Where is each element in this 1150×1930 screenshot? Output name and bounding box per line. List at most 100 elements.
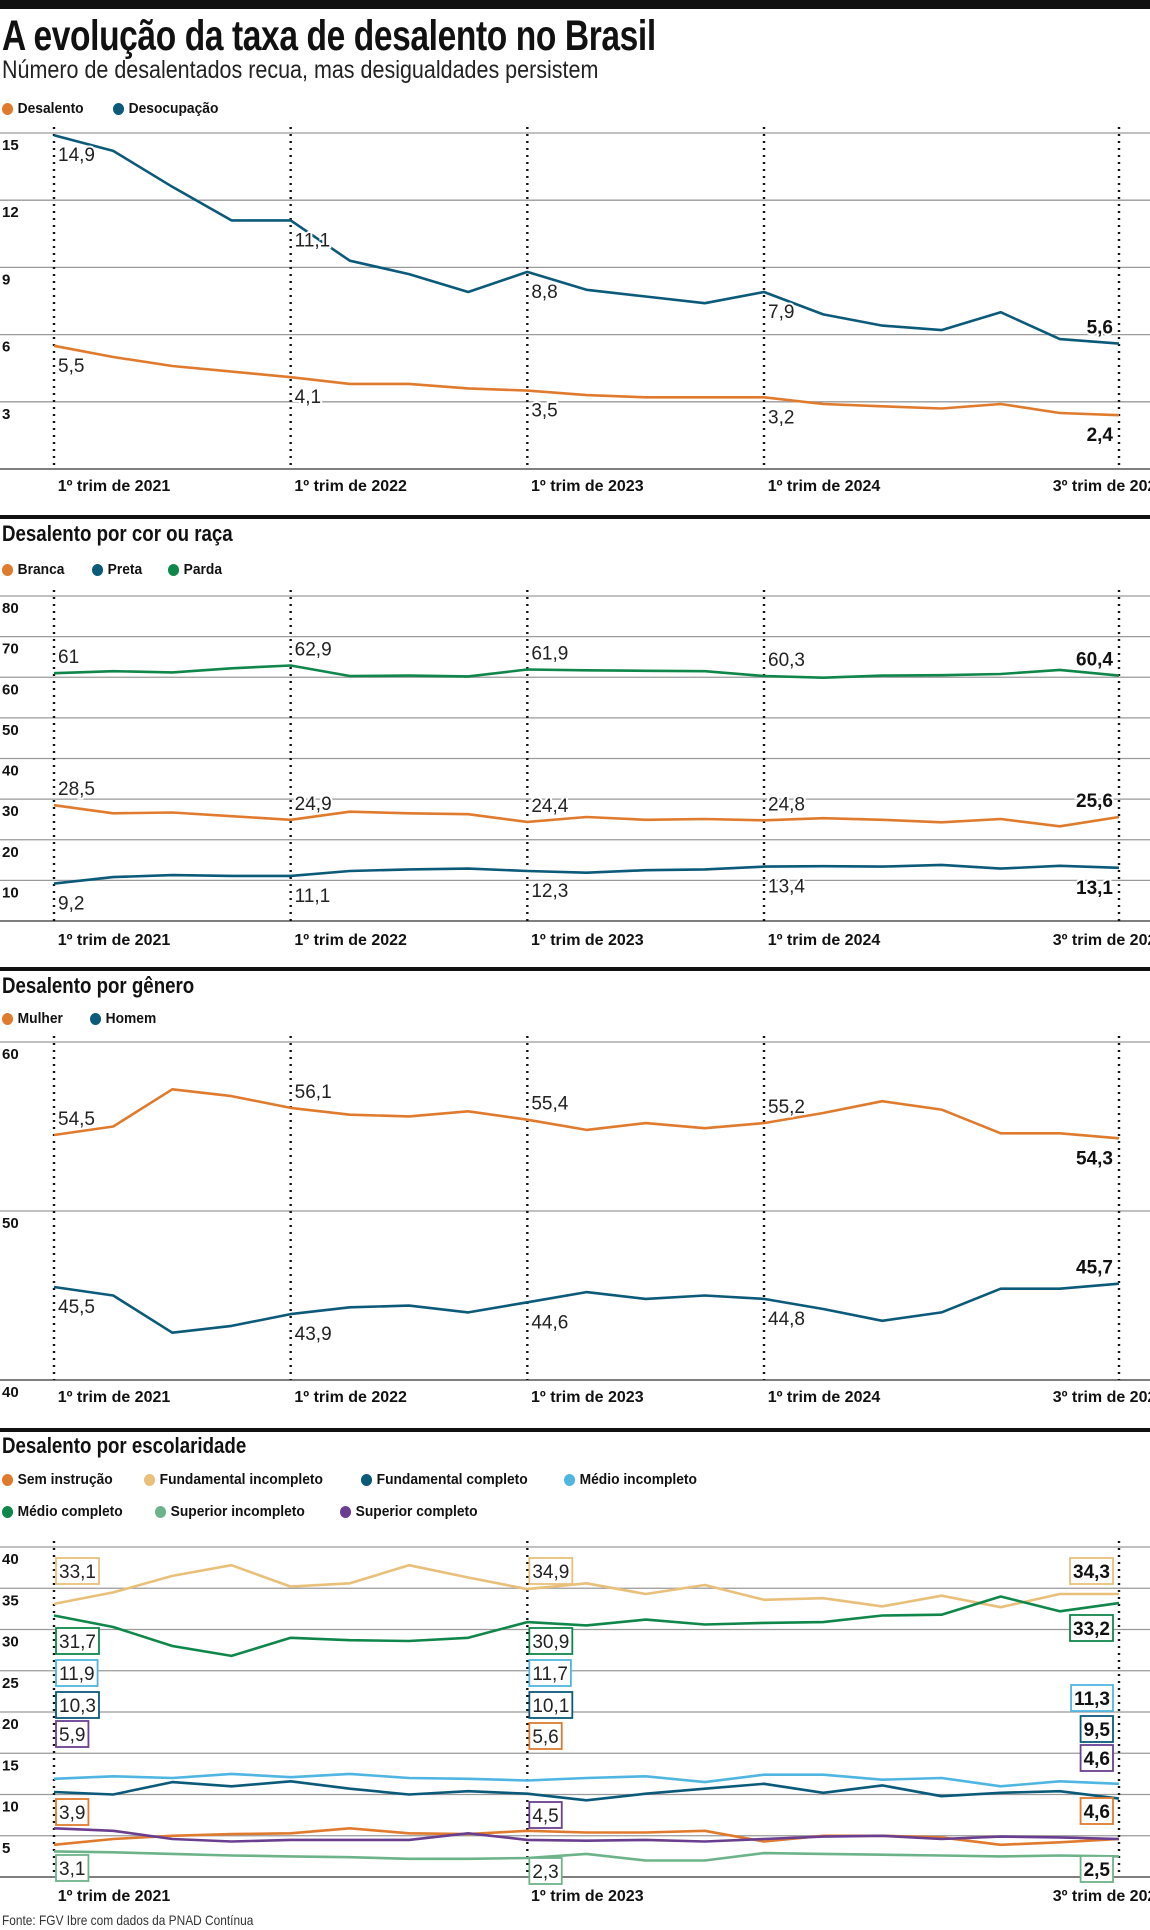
x-tick-label: 1º trim de 2022 (294, 932, 407, 949)
y-tick-label: 15 (2, 137, 19, 154)
green-dot-icon (2, 1505, 14, 1518)
data-label: 11,1 (295, 230, 331, 251)
legend-item: Médio completo (2, 1503, 123, 1520)
data-label: 54,5 (58, 1109, 95, 1130)
data-label: 31,7 (59, 1632, 96, 1653)
y-tick-label: 70 (2, 641, 19, 658)
data-label: 3,2 (768, 407, 794, 428)
data-label: 11,1 (295, 886, 331, 907)
legend-chart-4-row-2: Médio completo Superior incompleto Super… (2, 1503, 512, 1520)
series-line-superior-completo (53, 1827, 1120, 1843)
y-tick-label: 5 (2, 1840, 10, 1857)
data-label: 9,5 (1084, 1720, 1111, 1741)
x-tick-label: 1º trim de 2023 (531, 478, 644, 495)
y-tick-label: 40 (2, 1551, 19, 1568)
legend-label: Preta (107, 561, 143, 578)
x-tick-label: 3º trim de 2025 (1053, 1888, 1150, 1905)
legend-label: Médio incompleto (579, 1471, 698, 1488)
x-tick-label: 1º trim de 2021 (58, 478, 171, 495)
data-label: 62,9 (295, 639, 332, 660)
orange-dot-icon (2, 1012, 14, 1025)
x-tick-label: 1º trim de 2021 (58, 1389, 171, 1406)
x-tick-label: 1º trim de 2024 (768, 478, 881, 495)
y-tick-label: 40 (2, 1384, 19, 1401)
x-tick-label: 1º trim de 2021 (58, 1888, 171, 1905)
data-label: 25,6 (1076, 791, 1113, 812)
data-label: 12,3 (531, 881, 568, 902)
y-tick-label: 3 (2, 406, 10, 423)
data-label-box (55, 1627, 100, 1655)
data-label: 14,9 (58, 145, 95, 166)
data-label: 3,1 (59, 1859, 85, 1880)
data-label: 4,6 (1084, 1802, 1110, 1823)
blue-dot-icon (90, 1012, 102, 1025)
legend-chart-4-row-1: Sem instrução Fundamental incompleto Fun… (2, 1471, 731, 1488)
y-tick-label: 6 (2, 339, 10, 356)
data-label: 44,6 (531, 1312, 568, 1333)
data-label-box (528, 1659, 572, 1687)
data-label-box (55, 1720, 90, 1748)
data-label-box (528, 1557, 574, 1585)
section-divider (0, 967, 1150, 971)
series-line-fundamental-incompleto (53, 1563, 1119, 1609)
y-tick-label: 20 (2, 844, 19, 861)
y-tick-label: 25 (2, 1675, 19, 1692)
series-line-superior-incompleto (53, 1850, 1120, 1862)
data-label: 45,5 (58, 1297, 95, 1318)
data-label: 24,9 (295, 794, 332, 815)
legend-chart-3: Mulher Homem (2, 1010, 184, 1027)
data-label-box (55, 1557, 100, 1585)
legend-item: Sem instrução (2, 1471, 113, 1488)
data-label: 54,3 (1076, 1148, 1113, 1169)
data-label-box (528, 1801, 563, 1829)
data-label-box (1079, 1744, 1114, 1772)
data-label-box (1069, 1557, 1114, 1585)
x-tick-label: 1º trim de 2024 (768, 932, 881, 949)
data-label: 5,9 (59, 1725, 85, 1746)
legend-item: Superior incompleto (155, 1503, 305, 1520)
x-tick-label: 3º trim de 2025 (1053, 478, 1150, 495)
y-tick-label: 20 (2, 1716, 19, 1733)
y-tick-label: 80 (2, 600, 19, 617)
data-label: 30,9 (532, 1632, 569, 1653)
data-label: 3,9 (59, 1803, 85, 1824)
y-tick-label: 10 (2, 884, 19, 901)
data-label-box (1069, 1614, 1114, 1642)
y-tick-label: 12 (2, 204, 19, 221)
series-line-mulher (53, 1088, 1120, 1140)
series-line-sem-instru-o (53, 1827, 1120, 1847)
data-label: 28,5 (58, 779, 95, 800)
legend-label: Fundamental completo (376, 1471, 528, 1488)
legend-label: Desocupação (128, 100, 219, 117)
sand-dot-icon (144, 1473, 156, 1486)
series-line-preta (53, 863, 1120, 885)
y-tick-label: 50 (2, 1215, 19, 1232)
data-label: 33,2 (1073, 1619, 1110, 1640)
orange-dot-icon (2, 1473, 14, 1486)
page-subtitle: Número de desalentados recua, mas desigu… (2, 56, 599, 84)
sea-green-dot-icon (155, 1505, 167, 1518)
data-label-box (528, 1857, 563, 1885)
x-tick-label: 3º trim de 2025 (1053, 1389, 1150, 1406)
legend-item: Desalento (2, 100, 84, 117)
data-label: 11,7 (532, 1664, 568, 1685)
data-label: 61,9 (531, 644, 568, 665)
data-label-box (528, 1722, 563, 1750)
data-label: 44,8 (768, 1309, 805, 1330)
data-label: 55,2 (768, 1097, 805, 1118)
legend-item: Preta (91, 561, 143, 578)
x-tick-label: 3º trim de 2025 (1053, 932, 1150, 949)
data-label: 8,8 (531, 282, 557, 303)
legend-item: Mulher (2, 1010, 63, 1027)
blue-dot-icon (91, 563, 103, 576)
data-label: 5,5 (58, 356, 84, 377)
data-label: 9,2 (58, 894, 84, 915)
data-label-box (55, 1854, 90, 1882)
legend-item: Homem (90, 1010, 156, 1027)
section-title-gender: Desalento por gênero (2, 973, 195, 998)
y-tick-label: 10 (2, 1799, 19, 1816)
x-tick-label: 1º trim de 2021 (58, 932, 171, 949)
series-line-fundamental-completo (53, 1780, 1120, 1802)
